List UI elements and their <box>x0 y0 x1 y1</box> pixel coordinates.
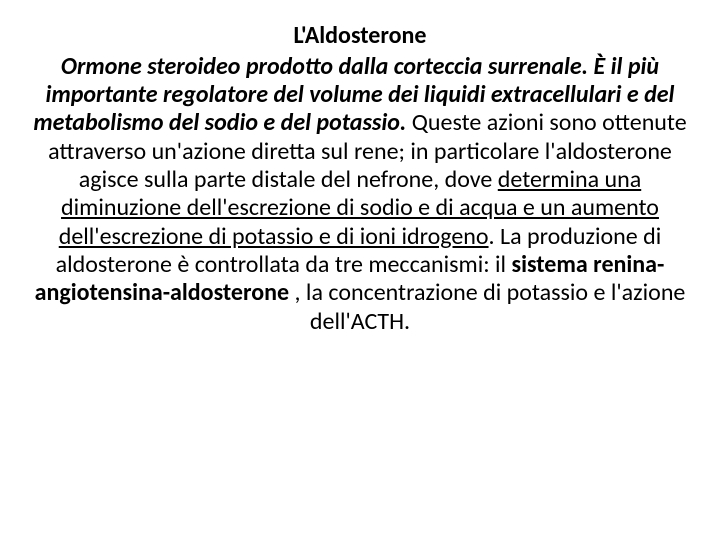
slide: L'Aldosterone Ormone steroideo prodotto … <box>0 0 720 540</box>
body-text-c: , la concentrazione di potassio e l'azio… <box>289 278 685 335</box>
slide-title: L'Aldosterone <box>18 22 702 51</box>
slide-body: Ormone steroideo prodotto dalla cortecci… <box>18 53 702 336</box>
